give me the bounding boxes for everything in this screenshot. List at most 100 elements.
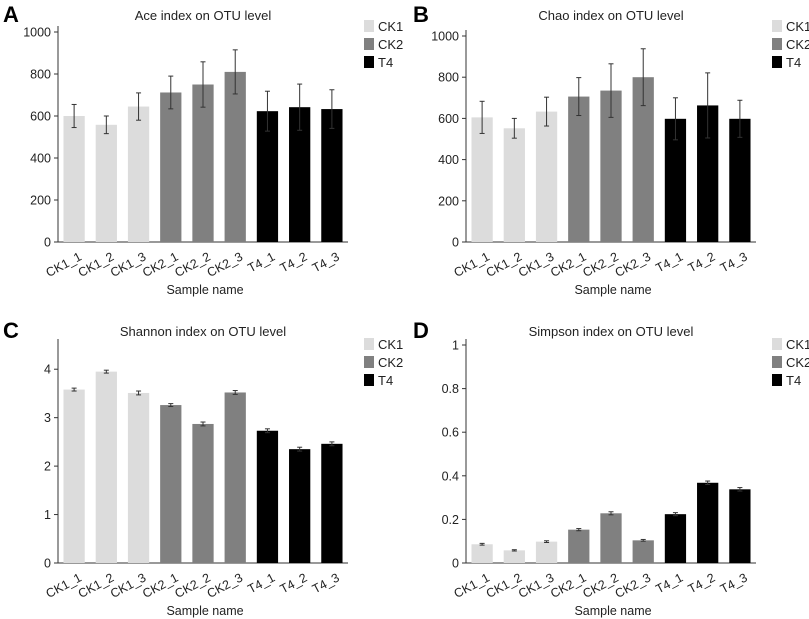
panel-b: B Chao index on OTU level 0 200 400 600 800 100… xyxy=(413,2,809,297)
y-tick-label: 1 xyxy=(452,339,459,353)
bar-t4-1 xyxy=(664,514,687,563)
bar-ck2-3 xyxy=(224,392,246,563)
x-tick-label: T4_1 xyxy=(654,250,686,276)
panel-d: D Simpson index on OTU level 0 0.2 0.4 0.6 0.8… xyxy=(413,318,809,618)
bar-ck2-3 xyxy=(632,77,654,242)
y-tick-label: 4 xyxy=(44,363,51,377)
x-tick-label: T4_2 xyxy=(278,250,310,276)
y-tick-label: 800 xyxy=(438,71,459,85)
x-tick-label: CK2_3 xyxy=(613,571,653,601)
legend-label: CK1 xyxy=(378,337,403,352)
y-tick-label: 1 xyxy=(44,508,51,522)
bar-ck2-1 xyxy=(160,405,182,563)
y-tick-label: 0.8 xyxy=(442,382,459,396)
panel-c: C Shannon index on OTU level 0 1 2 3 4 CK1_1 CK1… xyxy=(3,318,403,618)
x-axis-label: Sample name xyxy=(574,283,651,297)
bar-ck2-1 xyxy=(568,96,590,243)
legend-label: CK2 xyxy=(378,37,403,52)
y-tick-label: 0 xyxy=(452,236,459,250)
panel-letter: C xyxy=(3,318,19,343)
x-tick-label: CK1_1 xyxy=(452,571,492,601)
x-tick-label: CK2_3 xyxy=(205,250,245,280)
y-tick-label: 3 xyxy=(44,411,51,425)
bar-ck1-2 xyxy=(503,550,525,563)
x-tick-label: T4_1 xyxy=(654,571,686,597)
x-tick-label: T4_3 xyxy=(718,250,750,276)
bar-t4-1 xyxy=(256,111,279,242)
legend-label: CK2 xyxy=(786,37,809,52)
legend-swatch-ck1 xyxy=(772,20,782,32)
bar-ck1-3 xyxy=(127,106,150,242)
bar-t4-2 xyxy=(697,105,719,242)
x-tick-label: CK2_1 xyxy=(548,571,588,601)
x-tick-label: T4_3 xyxy=(718,571,750,597)
legend: CK1 CK2 T4 xyxy=(364,19,403,70)
legend-label: T4 xyxy=(378,55,393,70)
y-tick-label: 200 xyxy=(438,194,459,208)
y-tick-label: 0 xyxy=(44,557,51,571)
x-axis-label: Sample name xyxy=(166,283,243,297)
y-tick-label: 0.4 xyxy=(442,469,459,483)
bar-t4-1 xyxy=(256,430,279,563)
panel-letter: A xyxy=(3,2,19,27)
bar-t4-2 xyxy=(289,449,311,563)
bar-ck1-1 xyxy=(63,389,85,563)
x-axis-label: Sample name xyxy=(166,604,243,618)
legend-label: CK2 xyxy=(786,355,809,370)
legend: CK1 CK2 T4 xyxy=(772,19,809,70)
x-tick-label: CK2_1 xyxy=(548,250,588,280)
legend-swatch-t4 xyxy=(364,56,374,68)
bar-t4-3 xyxy=(729,489,751,563)
y-tick-label: 600 xyxy=(438,112,459,126)
legend-swatch-t4 xyxy=(772,56,782,68)
bar-ck1-3 xyxy=(127,392,150,563)
bar-ck1-2 xyxy=(95,124,117,242)
x-tick-label: CK1_3 xyxy=(516,571,556,601)
chart-title: Ace index on OTU level xyxy=(135,8,272,23)
x-tick-label: CK1_1 xyxy=(44,571,84,601)
y-tick-label: 800 xyxy=(30,68,51,82)
bar-ck1-3 xyxy=(535,541,558,563)
y-tick-label: 2 xyxy=(44,460,51,474)
bar-ck1-3 xyxy=(535,111,558,243)
y-tick-label: 0 xyxy=(44,236,51,250)
chart-title: Simpson index on OTU level xyxy=(529,324,694,339)
x-tick-label: CK2_1 xyxy=(140,571,180,601)
legend-label: CK1 xyxy=(378,19,403,34)
x-tick-label: CK1_3 xyxy=(108,250,148,280)
bar-ck2-2 xyxy=(192,423,214,563)
chart-title: Shannon index on OTU level xyxy=(120,324,286,339)
legend-label: CK1 xyxy=(786,19,809,34)
y-tick-label: 200 xyxy=(30,194,51,208)
bar-t4-3 xyxy=(729,118,751,242)
x-tick-label: CK2_1 xyxy=(140,250,180,280)
bar-t4-2 xyxy=(289,107,311,243)
panel-letter: D xyxy=(413,318,429,343)
x-tick-label: CK1_1 xyxy=(452,250,492,280)
x-tick-label: T4_1 xyxy=(246,250,278,276)
legend-swatch-ck2 xyxy=(772,356,782,368)
x-tick-label: CK1_2 xyxy=(484,250,524,280)
bar-ck2-3 xyxy=(632,540,654,563)
x-tick-label: CK1_2 xyxy=(484,571,524,601)
x-tick-label: CK2_2 xyxy=(172,571,212,601)
legend-label: T4 xyxy=(378,373,393,388)
bar-ck1-1 xyxy=(471,544,493,563)
bar-ck1-1 xyxy=(471,117,493,242)
bar-ck2-2 xyxy=(192,84,214,242)
x-tick-label: CK2_2 xyxy=(172,250,212,280)
legend: CK1 CK2 T4 xyxy=(364,337,403,388)
x-tick-label: CK2_3 xyxy=(613,250,653,280)
legend-swatch-ck1 xyxy=(364,20,374,32)
bar-ck1-2 xyxy=(503,128,525,242)
x-tick-label: CK1_3 xyxy=(516,250,556,280)
x-tick-label: T4_3 xyxy=(310,250,342,276)
x-tick-label: CK1_2 xyxy=(76,250,116,280)
y-tick-label: 600 xyxy=(30,110,51,124)
chart-title: Chao index on OTU level xyxy=(538,8,683,23)
x-tick-label: T4_2 xyxy=(686,250,718,276)
bar-t4-3 xyxy=(321,109,343,242)
bar-ck2-1 xyxy=(160,92,182,242)
legend-swatch-ck1 xyxy=(772,338,782,350)
